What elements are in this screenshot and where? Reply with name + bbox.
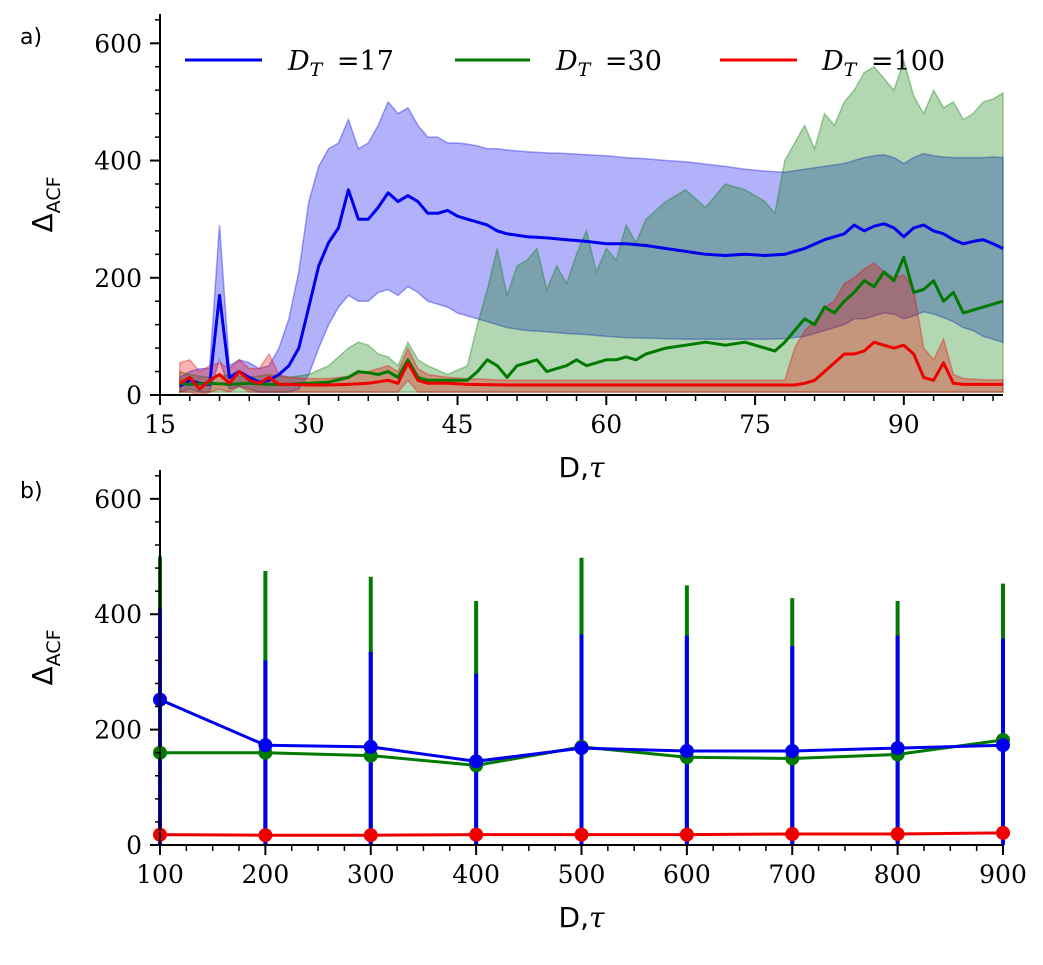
x-tick-label: 300: [347, 860, 395, 889]
x-tick-label: 100: [136, 860, 184, 889]
series-2-point: [258, 828, 273, 843]
series-1-point: [469, 754, 484, 769]
panel-label: a): [20, 25, 42, 50]
series-2-point: [363, 828, 378, 843]
y-tick-label: 600: [94, 29, 142, 58]
x-tick-label: 600: [663, 860, 711, 889]
legend-label-0: DT =17: [287, 46, 394, 81]
y-tick-label: 400: [94, 600, 142, 629]
x-tick-label: 45: [442, 410, 474, 439]
series-2-point: [679, 827, 694, 842]
x-axis-title: D,τ: [559, 451, 605, 484]
x-tick-label: 15: [144, 410, 176, 439]
y-tick-label: 0: [126, 831, 142, 860]
plot-area: [179, 58, 1004, 396]
x-tick-label: 90: [888, 410, 920, 439]
legend-label-2: DT =100: [821, 46, 945, 81]
panel-label: b): [20, 479, 43, 504]
series-1-point: [574, 741, 589, 756]
x-tick-label: 400: [452, 860, 500, 889]
series-2-band: [179, 262, 1004, 396]
series-2-point: [890, 827, 905, 842]
series-2-point: [574, 827, 589, 842]
x-tick-label: 700: [768, 860, 816, 889]
series-2-line: [179, 340, 1003, 391]
y-tick-label: 400: [94, 147, 142, 176]
plot-area: [153, 556, 1010, 845]
legend-label-1: DT =30: [555, 46, 662, 81]
x-tick-label: 800: [874, 860, 922, 889]
series-1-band: [179, 58, 1004, 393]
series-1-point: [996, 738, 1010, 753]
series-1-point: [679, 743, 694, 758]
series-2-point: [996, 825, 1010, 840]
x-tick-label: 60: [590, 410, 622, 439]
y-axis-title: ΔACF: [26, 629, 65, 685]
y-tick-label: 200: [94, 264, 142, 293]
y-tick-label: 0: [126, 381, 142, 410]
x-axis-title: D,τ: [559, 901, 605, 934]
series-1-point: [785, 743, 800, 758]
y-tick-label: 600: [94, 485, 142, 514]
legend: DT =17 DT =30 DT =100: [185, 46, 945, 81]
x-tick-label: 200: [242, 860, 290, 889]
y-axis-title: ΔACF: [26, 176, 65, 232]
x-tick-label: 900: [979, 860, 1027, 889]
series-1-line: [179, 255, 1004, 386]
series-0-band: [179, 100, 1004, 394]
y-tick-label: 200: [94, 716, 142, 745]
series-2-point: [469, 827, 484, 842]
panel-b: 0 200 400 600 100 200 300 400 500 600 700 800 900 D,τ…: [20, 470, 1027, 934]
x-tick-label: 75: [739, 410, 771, 439]
series-2-point: [785, 827, 800, 842]
series-1-point: [890, 741, 905, 756]
x-tick-label: 30: [293, 410, 325, 439]
series-1-point: [258, 738, 273, 753]
x-tick-label: 500: [558, 860, 606, 889]
series-1-point: [363, 739, 378, 754]
series-0-line: [179, 188, 1004, 388]
